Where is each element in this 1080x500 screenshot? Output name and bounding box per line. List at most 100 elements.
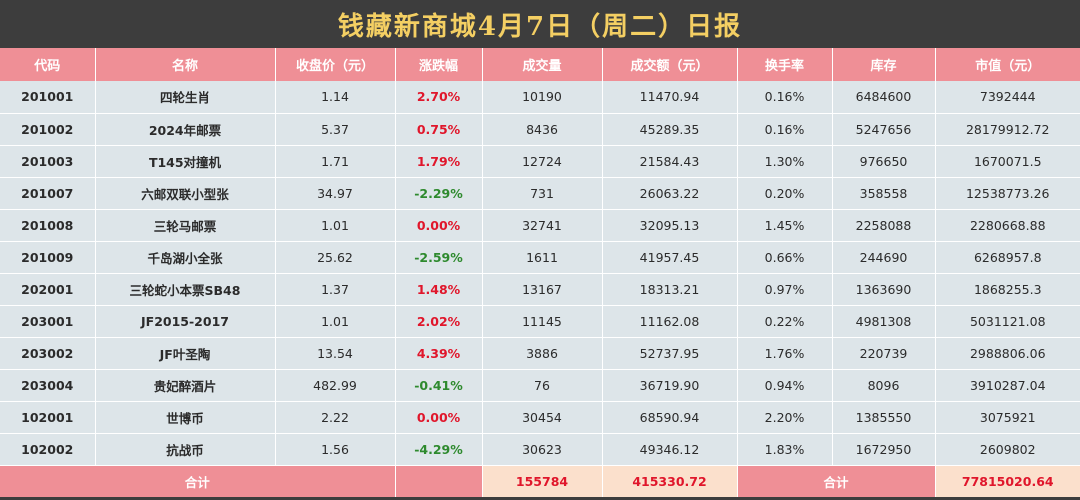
cell-name: 抗战币 [95, 433, 276, 466]
cell-code: 201007 [0, 177, 96, 210]
totals-label-left: 合计 [0, 465, 396, 497]
cell-volume: 11145 [482, 305, 603, 338]
cell-market-value: 2280668.88 [935, 209, 1080, 242]
cell-change: -0.41% [395, 369, 483, 402]
totals-market-value: 77815020.64 [935, 465, 1080, 497]
cell-code: 102002 [0, 433, 96, 466]
cell-market-value: 7392444 [935, 81, 1080, 114]
cell-turnover-rate: 1.30% [737, 145, 833, 178]
cell-name: 千岛湖小全张 [95, 241, 276, 274]
cell-market-value: 1670071.5 [935, 145, 1080, 178]
cell-change: 0.00% [395, 401, 483, 434]
cell-turnover-rate: 1.76% [737, 337, 833, 370]
cell-close: 1.14 [275, 81, 396, 114]
cell-stock: 6484600 [832, 81, 936, 114]
quote-table: 代码 名称 收盘价（元） 涨跌幅 成交量 成交额（元） 换手率 库存 市值（元）… [0, 48, 1080, 497]
cell-name: 四轮生肖 [95, 81, 276, 114]
column-header-code: 代码 [0, 48, 96, 81]
cell-turnover-rate: 0.22% [737, 305, 833, 338]
totals-label-right: 合计 [737, 465, 936, 497]
cell-turnover-rate: 0.97% [737, 273, 833, 306]
cell-code: 201003 [0, 145, 96, 178]
cell-turnover: 18313.21 [602, 273, 738, 306]
cell-turnover-rate: 1.45% [737, 209, 833, 242]
cell-volume: 13167 [482, 273, 603, 306]
cell-stock: 5247656 [832, 113, 936, 146]
cell-turnover-rate: 0.16% [737, 113, 833, 146]
column-header-turnover-rate: 换手率 [737, 48, 833, 81]
cell-code: 203001 [0, 305, 96, 338]
cell-turnover: 11470.94 [602, 81, 738, 114]
cell-change: 1.79% [395, 145, 483, 178]
totals-volume: 155784 [482, 465, 603, 497]
cell-name: 三轮蛇小本票SB48 [95, 273, 276, 306]
totals-row: 合计 155784 415330.72 合计 77815020.64 [0, 465, 1080, 497]
cell-code: 202001 [0, 273, 96, 306]
cell-close: 482.99 [275, 369, 396, 402]
cell-close: 1.37 [275, 273, 396, 306]
cell-code: 102001 [0, 401, 96, 434]
totals-empty-cell [395, 465, 483, 497]
cell-code: 201002 [0, 113, 96, 146]
cell-stock: 2258088 [832, 209, 936, 242]
cell-stock: 1363690 [832, 273, 936, 306]
cell-volume: 32741 [482, 209, 603, 242]
column-header-change: 涨跌幅 [395, 48, 483, 81]
table-row: 203001 JF2015-2017 1.01 2.02% 11145 11162.08 0… [0, 305, 1080, 338]
cell-name: 三轮马邮票 [95, 209, 276, 242]
cell-change: 0.00% [395, 209, 483, 242]
cell-market-value: 2609802 [935, 433, 1080, 466]
header-row: 代码 名称 收盘价（元） 涨跌幅 成交量 成交额（元） 换手率 库存 市值（元） [0, 48, 1080, 81]
cell-close: 25.62 [275, 241, 396, 274]
cell-name: JF叶圣陶 [95, 337, 276, 370]
column-header-market-value: 市值（元） [935, 48, 1080, 81]
cell-turnover: 52737.95 [602, 337, 738, 370]
cell-code: 201009 [0, 241, 96, 274]
cell-close: 5.37 [275, 113, 396, 146]
cell-market-value: 12538773.26 [935, 177, 1080, 210]
report-title: 钱藏新商城4月7日（周二）日报 [337, 11, 743, 42]
cell-stock: 1672950 [832, 433, 936, 466]
cell-turnover-rate: 0.16% [737, 81, 833, 114]
table-row: 201007 六邮双联小型张 34.97 -2.29% 731 26063.22 0.20%… [0, 177, 1080, 210]
table-row: 201001 四轮生肖 1.14 2.70% 10190 11470.94 0.16% 648… [0, 81, 1080, 114]
column-header-name: 名称 [95, 48, 276, 81]
table-row: 102001 世博币 2.22 0.00% 30454 68590.94 2.20% 1385… [0, 401, 1080, 434]
title-bar: 钱藏新商城4月7日（周二）日报 [0, 0, 1080, 48]
cell-market-value: 5031121.08 [935, 305, 1080, 338]
cell-close: 13.54 [275, 337, 396, 370]
cell-change: 4.39% [395, 337, 483, 370]
table-row: 201002 2024年邮票 5.37 0.75% 8436 45289.35 0.16% 5… [0, 113, 1080, 146]
cell-stock: 220739 [832, 337, 936, 370]
cell-volume: 12724 [482, 145, 603, 178]
cell-volume: 76 [482, 369, 603, 402]
cell-turnover: 11162.08 [602, 305, 738, 338]
cell-turnover: 36719.90 [602, 369, 738, 402]
cell-change: -2.29% [395, 177, 483, 210]
cell-volume: 1611 [482, 241, 603, 274]
cell-name: 世博币 [95, 401, 276, 434]
cell-stock: 976650 [832, 145, 936, 178]
cell-volume: 10190 [482, 81, 603, 114]
column-header-stock: 库存 [832, 48, 936, 81]
cell-turnover: 68590.94 [602, 401, 738, 434]
cell-turnover: 49346.12 [602, 433, 738, 466]
cell-market-value: 28179912.72 [935, 113, 1080, 146]
cell-name: JF2015-2017 [95, 305, 276, 338]
cell-volume: 8436 [482, 113, 603, 146]
cell-code: 201008 [0, 209, 96, 242]
cell-stock: 1385550 [832, 401, 936, 434]
table-header: 代码 名称 收盘价（元） 涨跌幅 成交量 成交额（元） 换手率 库存 市值（元） [0, 48, 1080, 81]
cell-market-value: 6268957.8 [935, 241, 1080, 274]
table-row: 102002 抗战币 1.56 -4.29% 30623 49346.12 1.83% 167… [0, 433, 1080, 466]
cell-change: 0.75% [395, 113, 483, 146]
cell-turnover-rate: 2.20% [737, 401, 833, 434]
cell-turnover-rate: 0.94% [737, 369, 833, 402]
table-row: 202001 三轮蛇小本票SB48 1.37 1.48% 13167 18313.21 0.… [0, 273, 1080, 306]
cell-market-value: 2988806.06 [935, 337, 1080, 370]
table-row: 201003 T145对撞机 1.71 1.79% 12724 21584.43 1.30%… [0, 145, 1080, 178]
cell-volume: 731 [482, 177, 603, 210]
cell-turnover: 45289.35 [602, 113, 738, 146]
cell-change: 2.02% [395, 305, 483, 338]
